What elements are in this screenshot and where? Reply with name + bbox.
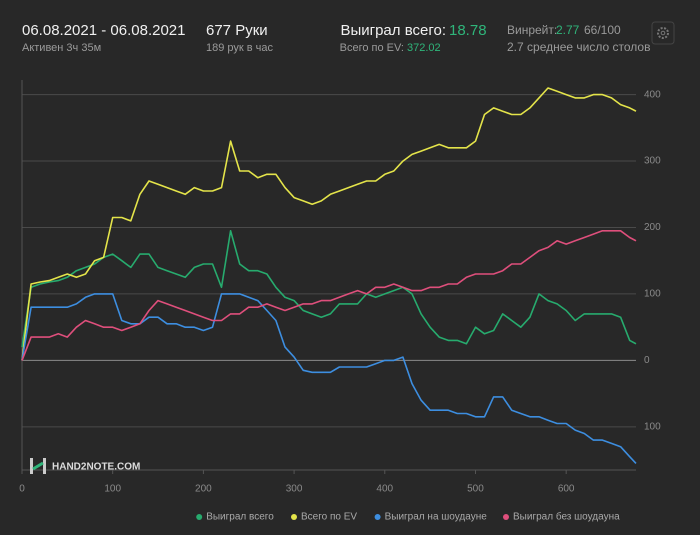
logo-bar: [30, 458, 33, 474]
gear-icon: [657, 27, 669, 39]
gear-hole: [660, 30, 666, 36]
won-label: Выиграл всего:: [340, 22, 446, 39]
y-tick-label: 200: [644, 222, 661, 233]
y-tick-label: 300: [644, 156, 661, 167]
x-tick-label: 400: [376, 484, 393, 495]
won-value: 18.78: [449, 22, 487, 39]
legend-marker: [291, 514, 297, 520]
legend-marker: [196, 514, 203, 520]
x-tick-label: 200: [195, 484, 212, 495]
settings-frame: [651, 21, 675, 45]
ev-label: Всего по EV:: [340, 42, 404, 54]
series-line: [21, 293, 637, 464]
x-tick-label: 500: [467, 484, 484, 495]
x-tick-label: 300: [286, 484, 303, 495]
x-tick-label: 600: [558, 484, 575, 495]
x-tick-label: 0: [19, 484, 25, 495]
winrate-value: 2.77: [556, 23, 580, 37]
legend-label: Выиграл всего: [206, 512, 274, 523]
y-tick-label: 0: [644, 355, 650, 366]
y-tick-label: 400: [644, 89, 661, 100]
legend-label: Выиграл на шоудауне: [385, 512, 488, 523]
ev-value: 372.02: [407, 42, 441, 54]
legend-label: Выиграл без шоудауна: [513, 511, 620, 523]
winrate-unit: 66/100: [584, 23, 621, 37]
winrate-label: Винрейт:: [507, 23, 557, 37]
hands-per-hour: 189 рук в час: [206, 42, 274, 54]
logo: HAND2NOTE.COM: [30, 458, 140, 474]
logo-text: HAND2NOTE.COM: [52, 462, 140, 473]
settings-button[interactable]: [651, 21, 675, 45]
tables-avg: 2.7 среднее число столов: [507, 40, 650, 54]
legend-label: Всего по EV: [301, 512, 357, 523]
series-line: [21, 87, 637, 361]
date-range: 06.08.2021 - 06.08.2021: [22, 22, 185, 39]
y-tick-label: 100: [644, 421, 661, 432]
series-line: [21, 230, 637, 348]
logo-bar: [43, 458, 46, 474]
logo-stroke: [32, 461, 44, 471]
legend-marker: [374, 514, 381, 520]
hands: 677 Руки: [206, 22, 268, 39]
active-time: Активен 3ч 35м: [22, 42, 101, 54]
y-tick-label: 100: [644, 289, 661, 300]
x-tick-label: 100: [104, 484, 121, 495]
legend-marker: [503, 514, 509, 520]
series-line: [21, 230, 637, 361]
